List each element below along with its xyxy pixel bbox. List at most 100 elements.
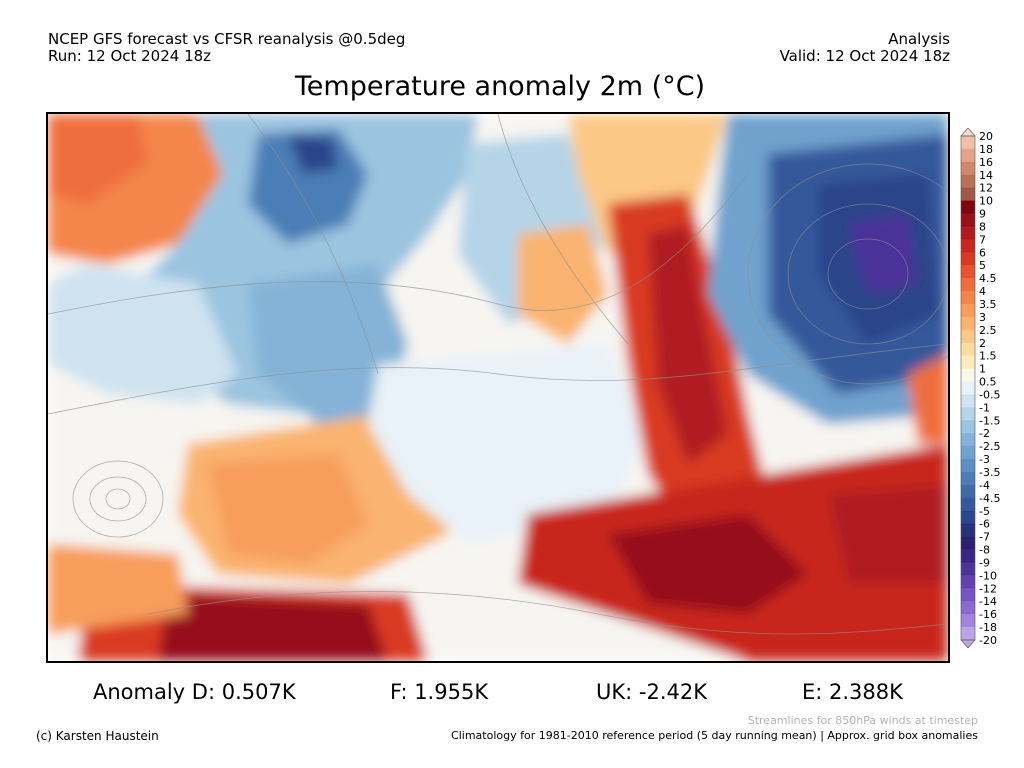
colorbar-swatch (961, 472, 975, 486)
model-description: NCEP GFS forecast vs CFSR reanalysis @0.… (48, 30, 406, 48)
colorbar-swatch (961, 213, 975, 227)
colorbar-swatch (961, 523, 975, 538)
colorbar-tick-label: -1.5 (979, 414, 1000, 427)
colorbar-swatch (961, 394, 975, 408)
colorbar-tick-label: 5 (979, 259, 986, 272)
colorbar-swatch (961, 407, 975, 421)
colorbar-swatch (961, 368, 975, 383)
colorbar-swatch (961, 291, 975, 305)
wind-streamlines (48, 114, 948, 635)
colorbar-tick-label: 12 (979, 182, 993, 195)
colorbar-swatch (961, 459, 975, 473)
colorbar-swatch (961, 614, 975, 628)
uk-anomaly: UK: -2.42K (596, 680, 707, 704)
colorbar-tick-label: 20 (979, 130, 993, 143)
colorbar-tick-label: 2.5 (979, 324, 997, 337)
colorbar-tick-label: -18 (979, 621, 997, 634)
streamlines-note: Streamlines for 850hPa winds at timestep (747, 714, 978, 727)
colorbar-tick-label: -6 (979, 518, 990, 531)
colorbar-tick-label: 1 (979, 363, 986, 376)
colorbar-swatch (961, 148, 975, 163)
colorbar-swatch (961, 355, 975, 370)
run-time: Run: 12 Oct 2024 18z (48, 47, 212, 65)
colorbar-tick-label: 8 (979, 220, 986, 233)
france-anomaly: F: 1.955K (390, 680, 489, 704)
colorbar-swatch (961, 316, 975, 331)
header-right: Analysis Valid: 12 Oct 2024 18z (780, 31, 950, 65)
colorbar-tick-label: -0.5 (979, 388, 1000, 401)
colorbar-swatch (961, 562, 975, 576)
colorbar-swatch (961, 433, 975, 447)
colorbar-min-arrow (960, 639, 976, 649)
colorbar-tick-label: -5 (979, 505, 990, 518)
colorbar-tick-label: -14 (979, 595, 997, 608)
colorbar-swatch (961, 329, 975, 344)
colorbar-tick-label: -3 (979, 453, 990, 466)
colorbar-swatch (961, 304, 975, 318)
climatology-note: Climatology for 1981-2010 reference peri… (451, 729, 978, 742)
colorbar-tick-label: -4.5 (979, 492, 1000, 505)
colorbar-tick-label: 2 (979, 337, 986, 350)
colorbar-swatch (961, 588, 975, 602)
colorbar-tick-label: -16 (979, 608, 997, 621)
colorbar-tick-label: 3 (979, 311, 986, 324)
colorbar-swatch (961, 446, 975, 460)
colorbar-swatch (961, 575, 975, 589)
colorbar-tick-label: -8 (979, 544, 990, 557)
colorbar-swatch (961, 549, 975, 563)
colorbar-tick-label: -4 (979, 479, 990, 492)
colorbar-swatch (961, 278, 975, 292)
colorbar-swatch (961, 381, 975, 395)
colorbar-tick-label: -2.5 (979, 440, 1000, 453)
colorbar-tick-label: -12 (979, 582, 997, 595)
anomaly-map (46, 112, 950, 663)
colorbar-swatch (961, 601, 975, 615)
colorbar-swatch (961, 187, 975, 202)
credit: (c) Karsten Haustein (36, 729, 159, 743)
header-left: NCEP GFS forecast vs CFSR reanalysis @0.… (48, 31, 405, 65)
colorbar-swatch (961, 226, 975, 240)
colorbar-tick-label: 18 (979, 143, 993, 156)
colorbar-swatch (961, 342, 975, 357)
colorbar-tick-label: -2 (979, 427, 990, 440)
colorbar-swatch (961, 239, 975, 253)
colorbar-tick-label: 4.5 (979, 272, 997, 285)
colorbar-swatch (961, 510, 975, 525)
colorbar-swatch (961, 497, 975, 512)
colorbar-tick-label: 0.5 (979, 376, 997, 389)
colorbar-tick-label: 16 (979, 156, 993, 169)
colorbar-tick-label: 3.5 (979, 298, 997, 311)
colorbar-swatch (961, 484, 975, 499)
colorbar-swatch (961, 627, 975, 641)
colorbar-tick-label: 14 (979, 169, 993, 182)
anomaly-field (48, 114, 948, 661)
colorbar-max-arrow (960, 127, 976, 137)
colorbar-swatch (961, 252, 975, 266)
colorbar-swatch (961, 174, 975, 189)
colorbar-swatch (961, 161, 975, 176)
colorbar-swatch (961, 265, 975, 279)
color-legend: 20 18 16 14 12 10 9 8 7 6 5 4.5 4 3.5 3 2.5 2 1.5 1 0.5 -0.5… (959, 127, 1019, 649)
europe-anomaly: E: 2.388K (802, 680, 903, 704)
colorbar-tick-label: 10 (979, 195, 993, 208)
colorbar-tick-label: -3.5 (979, 466, 1000, 479)
colorbar-swatch (961, 200, 975, 215)
colorbar-frame (960, 135, 976, 641)
domain-anomaly: Anomaly D: 0.507K (93, 680, 296, 704)
colorbar-tick-label: -9 (979, 556, 990, 569)
colorbar-tick-label: -20 (979, 634, 997, 647)
colorbar-tick-label: 6 (979, 246, 986, 259)
colorbar-swatch (961, 536, 975, 551)
colorbar-tick-label: 4 (979, 285, 986, 298)
colorbar-swatch (961, 136, 975, 150)
colorbar-swatch (961, 420, 975, 434)
chart-type: Analysis (888, 30, 950, 48)
colorbar-tick-label: 1.5 (979, 350, 997, 363)
colorbar-tick-label: -10 (979, 569, 997, 582)
colorbar-tick-label: -1 (979, 401, 990, 414)
colorbar-tick-label: 7 (979, 233, 986, 246)
colorbar-tick-label: -7 (979, 531, 990, 544)
colorbar-tick-label: 9 (979, 208, 986, 221)
valid-time: Valid: 12 Oct 2024 18z (779, 47, 950, 65)
map-title: Temperature anomaly 2m (°C) (294, 71, 706, 102)
